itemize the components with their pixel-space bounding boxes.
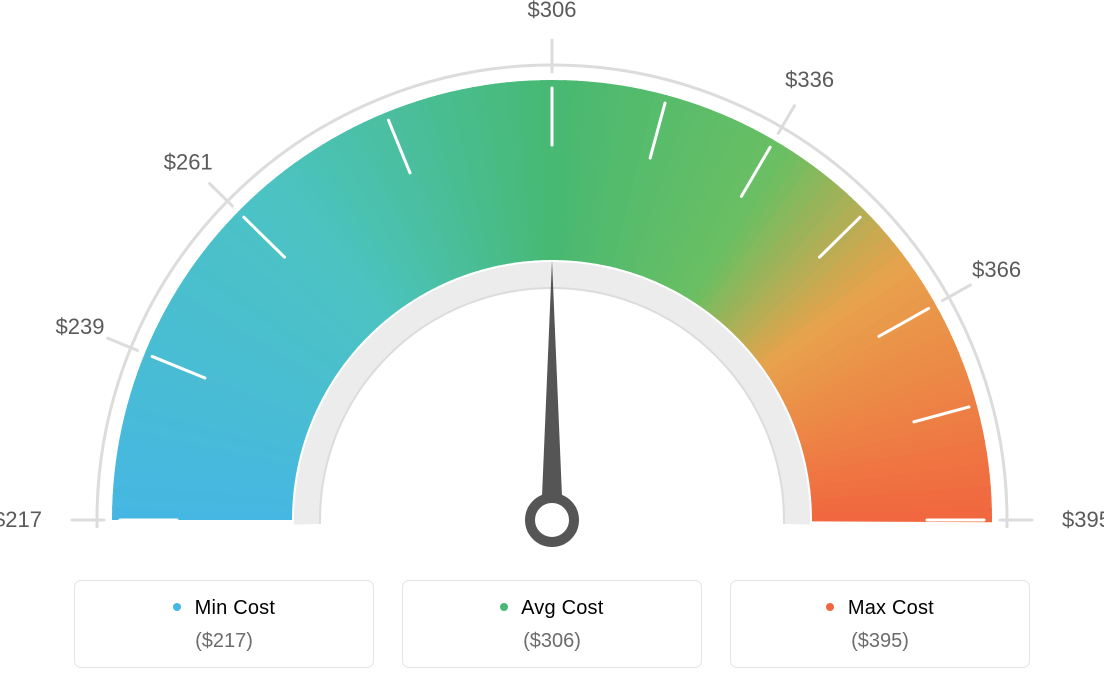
dot-icon-avg: [500, 603, 508, 611]
legend-max-label: Max Cost: [848, 597, 934, 619]
gauge-tick-label: $217: [0, 507, 42, 532]
legend-avg-label: Avg Cost: [521, 597, 603, 619]
legend-card-avg: Avg Cost ($306): [402, 580, 702, 668]
gauge-needle-hub: [530, 498, 574, 542]
legend-min-label: Min Cost: [195, 597, 276, 619]
gauge-svg: $217 $239 $261 $306 $336 $366 $395: [0, 0, 1104, 560]
gauge-tick-label: $336: [785, 67, 834, 92]
gauge-area: $217 $239 $261 $306 $336 $366 $395: [0, 0, 1104, 560]
gauge-needle: [541, 260, 563, 520]
legend-card-max: Max Cost ($395): [730, 580, 1030, 668]
gauge-tick-label: $239: [55, 314, 104, 339]
gauge-tick-label: $366: [972, 257, 1021, 282]
dot-icon-max: [826, 603, 834, 611]
legend-avg-value: ($306): [403, 630, 701, 653]
legend-avg-title: Avg Cost: [403, 597, 701, 620]
gauge-chart-wrap: $217 $239 $261 $306 $336 $366 $395 Min Cost ($…: [0, 0, 1104, 690]
legend-max-title: Max Cost: [731, 597, 1029, 620]
legend-min-title: Min Cost: [75, 597, 373, 620]
legend-row: Min Cost ($217) Avg Cost ($306) Max Cost…: [0, 580, 1104, 668]
gauge-tick-label: $306: [528, 0, 577, 22]
legend-min-value: ($217): [75, 630, 373, 653]
legend-card-min: Min Cost ($217): [74, 580, 374, 668]
legend-max-value: ($395): [731, 630, 1029, 653]
gauge-tick-label: $395: [1062, 507, 1104, 532]
dot-icon-min: [173, 603, 181, 611]
gauge-tick-label: $261: [164, 150, 213, 175]
